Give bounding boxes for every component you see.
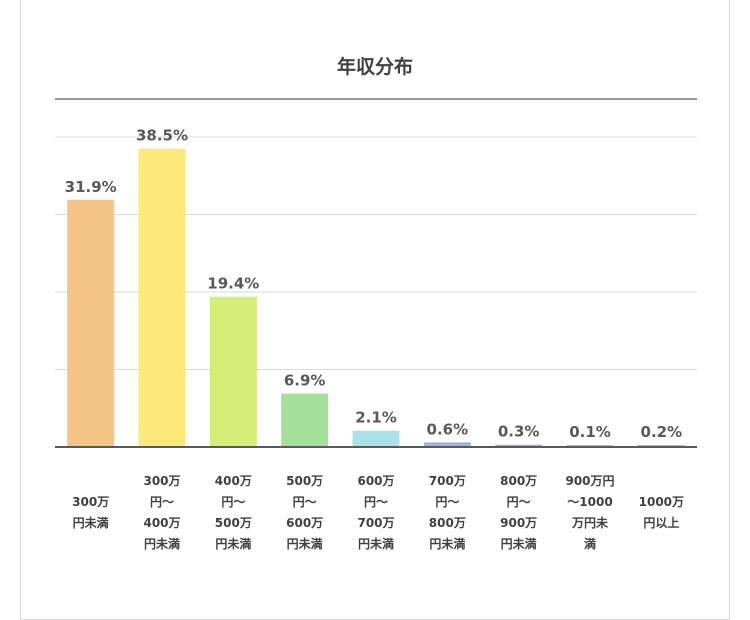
bar — [209, 296, 257, 447]
chart-card — [20, 0, 730, 620]
data-label: 6.9% — [284, 372, 326, 390]
bar — [138, 148, 186, 447]
bar — [423, 442, 471, 447]
x-tick-label: 300万 円～ 400万 円未満 — [143, 474, 181, 551]
data-label: 0.6% — [427, 420, 469, 438]
bar — [281, 393, 329, 447]
data-label: 0.2% — [641, 423, 683, 441]
chart-title: 年収分布 — [336, 56, 413, 78]
bar — [495, 444, 543, 447]
x-tick-label: 1000万 円以上 — [638, 495, 685, 530]
data-label: 31.9% — [65, 178, 117, 196]
bar — [352, 430, 400, 447]
x-tick-label: 600万 円～ 700万 円未満 — [357, 474, 395, 551]
x-tick-label: 500万 円～ 600万 円未満 — [286, 474, 324, 551]
x-tick-label: 400万 円～ 500万 円未満 — [214, 474, 252, 551]
data-label: 0.3% — [498, 423, 540, 441]
x-tick-label: 800万 円～ 900万 円未満 — [500, 474, 538, 551]
data-label: 38.5% — [136, 127, 188, 145]
bar — [67, 199, 115, 447]
x-tick-label: 900万円 ～1000 万円未 満 — [565, 474, 615, 551]
data-label: 19.4% — [207, 275, 259, 293]
x-tick-label: 700万 円～ 800万 円未満 — [428, 474, 466, 551]
x-tick-label: 300万 円未満 — [72, 495, 110, 530]
data-label: 2.1% — [355, 409, 397, 427]
data-label: 0.1% — [569, 423, 611, 441]
